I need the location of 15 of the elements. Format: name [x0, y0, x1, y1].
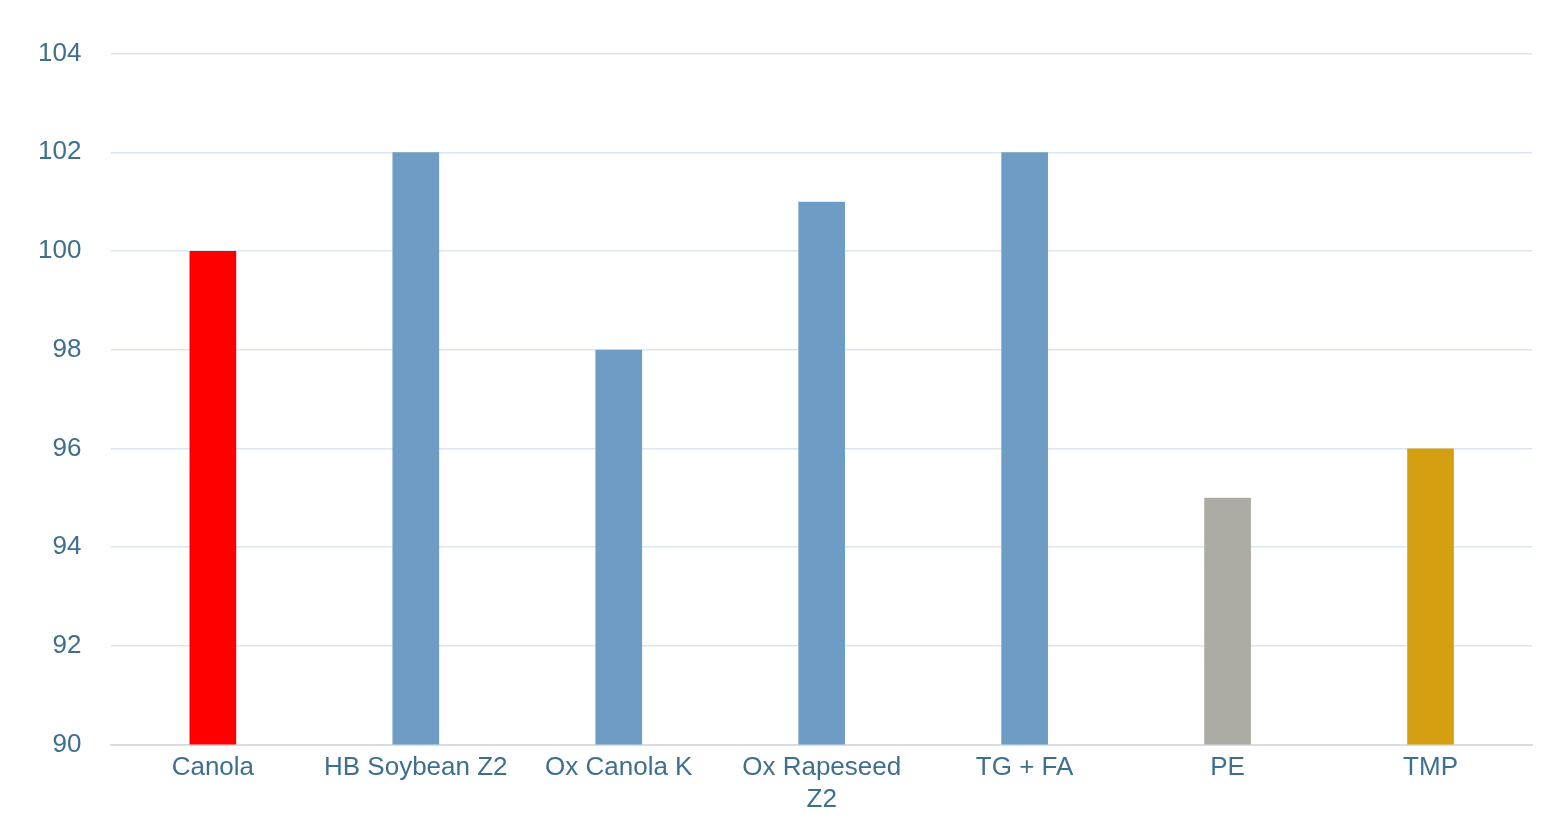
y-tick-label: 94 [52, 530, 82, 561]
x-tick-label: TG + FA [975, 751, 1075, 782]
y-tick-label: 104 [37, 36, 82, 67]
x-tick-label: PE [1210, 751, 1245, 782]
y-tick-label: 90 [52, 727, 82, 758]
y-tick-label: 100 [37, 234, 82, 265]
x-tick-label: TMP [1403, 751, 1458, 782]
x-tick-label: Ox Canola K [545, 751, 694, 782]
y-tick-label: 96 [52, 431, 82, 462]
x-tick-label: HB Soybean Z2 [324, 751, 508, 782]
y-tick-label: 102 [37, 135, 82, 166]
y-tick-label: 98 [52, 332, 82, 363]
x-tick-label: Ox Rapeseed Z2 [742, 751, 902, 813]
x-tick-label: Canola [171, 751, 255, 782]
y-tick-label: 92 [52, 629, 82, 660]
